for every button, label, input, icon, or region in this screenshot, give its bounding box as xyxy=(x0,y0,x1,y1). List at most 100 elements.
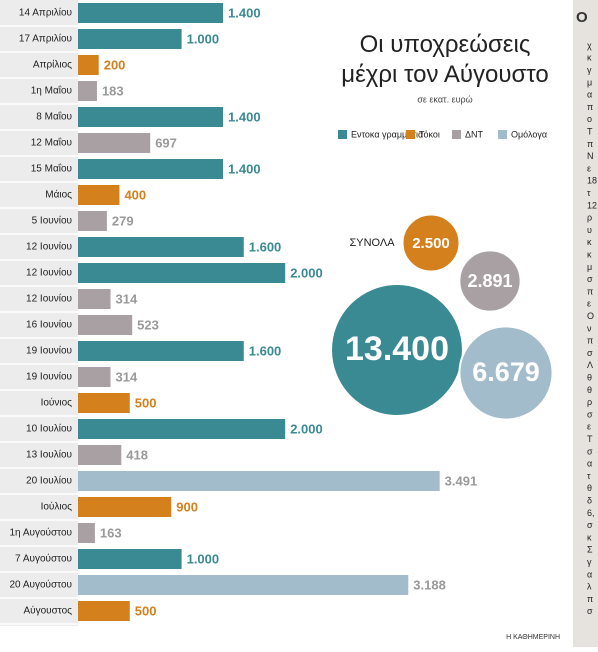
value-label: 2.000 xyxy=(290,421,323,436)
value-label: 314 xyxy=(116,369,138,384)
bar xyxy=(78,393,130,413)
category-label: 10 Ιουλίου xyxy=(26,423,72,435)
bar xyxy=(78,3,224,23)
side-text: θ xyxy=(587,385,592,395)
category-label: 16 Ιουνίου xyxy=(26,319,72,331)
side-text: ρ xyxy=(587,397,592,407)
side-text: π xyxy=(587,139,593,149)
side-text: π xyxy=(587,286,593,296)
value-label: 523 xyxy=(137,317,159,332)
category-label: 19 Ιουνίου xyxy=(26,371,72,383)
bar xyxy=(78,549,182,569)
side-text: θ xyxy=(587,372,592,382)
bar xyxy=(78,471,440,491)
legend-swatch xyxy=(498,130,507,139)
side-text: π xyxy=(587,102,593,112)
side-panel xyxy=(573,0,598,647)
bar xyxy=(78,341,244,361)
value-label: 314 xyxy=(116,291,138,306)
side-text: σ xyxy=(587,274,593,284)
side-text: 18 xyxy=(587,176,597,186)
category-label: Ιούνιος xyxy=(41,397,73,409)
category-label: 1η Μαΐου xyxy=(31,85,72,97)
total-bubble xyxy=(401,213,461,273)
bar xyxy=(78,445,122,465)
category-label: Ιούλιος xyxy=(41,501,73,513)
legend-swatch xyxy=(338,130,347,139)
bar xyxy=(78,55,99,75)
side-text: ο xyxy=(587,114,592,124)
total-label: 13.400 xyxy=(345,330,449,368)
bar xyxy=(78,211,107,231)
side-text: σ xyxy=(587,446,593,456)
value-label: 697 xyxy=(155,135,177,150)
bar xyxy=(78,159,224,179)
side-text: υ xyxy=(587,225,592,235)
total-bubble xyxy=(458,249,522,313)
value-label: 1.600 xyxy=(249,343,282,358)
side-text: μ xyxy=(587,262,592,272)
side-text: σ xyxy=(587,520,593,530)
side-text: Σ xyxy=(587,545,593,555)
bar xyxy=(78,185,120,205)
total-bubble xyxy=(330,283,464,417)
side-text: σ xyxy=(587,348,593,358)
total-bubble xyxy=(458,325,554,421)
side-text: Ο xyxy=(587,311,594,321)
value-label: 3.491 xyxy=(445,473,478,488)
category-label: 17 Απριλίου xyxy=(19,33,72,45)
side-text: α xyxy=(587,569,592,579)
bar xyxy=(78,133,151,153)
side-text: 6, xyxy=(587,508,595,518)
legend-label: ΔΝΤ xyxy=(465,129,484,139)
value-label: 500 xyxy=(135,603,157,618)
side-text: α xyxy=(587,459,592,469)
value-label: 279 xyxy=(112,213,134,228)
category-label: 12 Ιουνίου xyxy=(26,267,72,279)
value-label: 900 xyxy=(176,499,198,514)
side-text: ε xyxy=(587,299,591,309)
bar xyxy=(78,237,244,257)
side-text: γ xyxy=(587,557,592,567)
side-text: μ xyxy=(587,77,592,87)
value-label: 1.000 xyxy=(187,31,220,46)
bar xyxy=(78,575,409,595)
value-label: 418 xyxy=(126,447,148,462)
side-text: ε xyxy=(587,163,591,173)
side-text: Τ xyxy=(587,126,593,136)
side-text: π xyxy=(587,594,593,604)
bar xyxy=(78,107,224,127)
bar xyxy=(78,497,172,517)
category-label: 20 Αυγούστου xyxy=(9,579,72,591)
legend-label: Ομόλογα xyxy=(511,129,547,139)
side-text: κ xyxy=(587,53,592,63)
legend-label: Τόκοι xyxy=(419,129,440,139)
side-text: κ xyxy=(587,237,592,247)
value-label: 1.600 xyxy=(249,239,282,254)
totals-label: ΣΥΝΟΛΑ xyxy=(349,237,395,249)
bar xyxy=(78,81,97,101)
value-label: 1.400 xyxy=(228,109,261,124)
side-text: σ xyxy=(587,409,593,419)
side-text: λ xyxy=(587,582,592,592)
total-label: 2.500 xyxy=(412,235,450,252)
chart-title: Οι υποχρεώσεις μέχρι τον Αύγουστο xyxy=(341,31,549,88)
side-text: τ xyxy=(587,188,591,198)
category-label: Απρίλιος xyxy=(33,59,72,71)
side-text: γ xyxy=(587,65,592,75)
bar xyxy=(78,289,111,309)
side-text: ν xyxy=(587,323,592,333)
category-label: 19 Ιουνίου xyxy=(26,345,72,357)
value-label: 1.400 xyxy=(228,5,261,20)
value-label: 2.000 xyxy=(290,265,323,280)
category-label: 1η Αυγούστου xyxy=(9,527,72,539)
category-label: 12 Μαΐου xyxy=(31,137,72,149)
category-label: 12 Ιουνίου xyxy=(26,293,72,305)
side-text: χ xyxy=(587,40,592,50)
side-text: ρ xyxy=(587,213,592,223)
subtitle: σε εκατ. ευρώ xyxy=(417,94,472,104)
side-text: σ xyxy=(587,606,593,616)
side-text: κ xyxy=(587,249,592,259)
side-text: π xyxy=(587,336,593,346)
